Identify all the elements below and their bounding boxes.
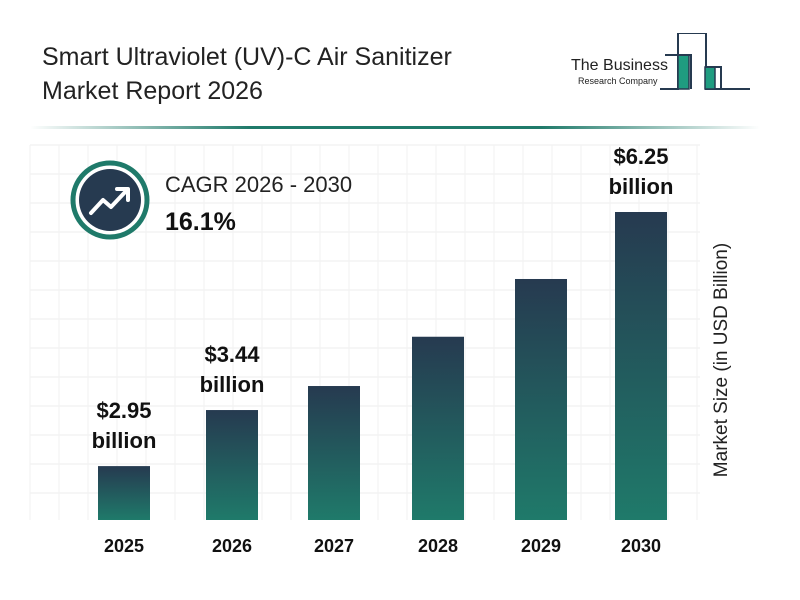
bar-2026 — [206, 410, 258, 520]
y-axis-label: Market Size (in USD Billion) — [711, 242, 732, 478]
chart-title: Smart Ultraviolet (UV)-C Air Sanitizer M… — [42, 40, 452, 108]
bar-2029 — [515, 278, 567, 520]
data-label-amount: $6.25 — [613, 144, 669, 169]
data-label-amount: $3.44 — [204, 342, 260, 368]
x-tick-label: 2029 — [520, 536, 562, 556]
title-line-1: Smart Ultraviolet (UV)-C Air Sanitizer — [42, 43, 452, 71]
data-label-unit: billion — [91, 428, 157, 454]
logo-text: The Business — [571, 57, 668, 74]
data-label-amount: $2.95 — [96, 398, 152, 424]
data-label: $6.25 billion — [609, 142, 674, 202]
logo-subtext: Research Company — [578, 76, 658, 86]
trending-up-icon — [79, 169, 141, 231]
divider — [30, 126, 760, 129]
data-label-unit: billion — [608, 174, 674, 199]
data-label: $2.95 billion — [92, 396, 157, 456]
bar-2028 — [412, 336, 464, 520]
data-label-unit: billion — [199, 372, 265, 398]
bar-2030 — [615, 212, 667, 520]
x-tick-label: 2030 — [620, 536, 662, 556]
cagr-label: CAGR 2026 - 2030 — [165, 172, 353, 197]
x-tick-label: 2025 — [103, 536, 145, 556]
logo-mark — [660, 33, 750, 90]
bar-2027 — [308, 386, 360, 520]
cagr-value: 16.1% — [165, 208, 236, 236]
company-logo: The Business Research Company — [565, 33, 755, 93]
x-tick-label: 2026 — [211, 536, 253, 556]
bar-2025 — [98, 466, 150, 520]
data-label: $3.44 billion — [200, 340, 265, 400]
x-tick-label: 2028 — [417, 536, 459, 556]
title-line-2: Market Report 2026 — [42, 77, 263, 105]
x-tick-label: 2027 — [313, 536, 355, 556]
